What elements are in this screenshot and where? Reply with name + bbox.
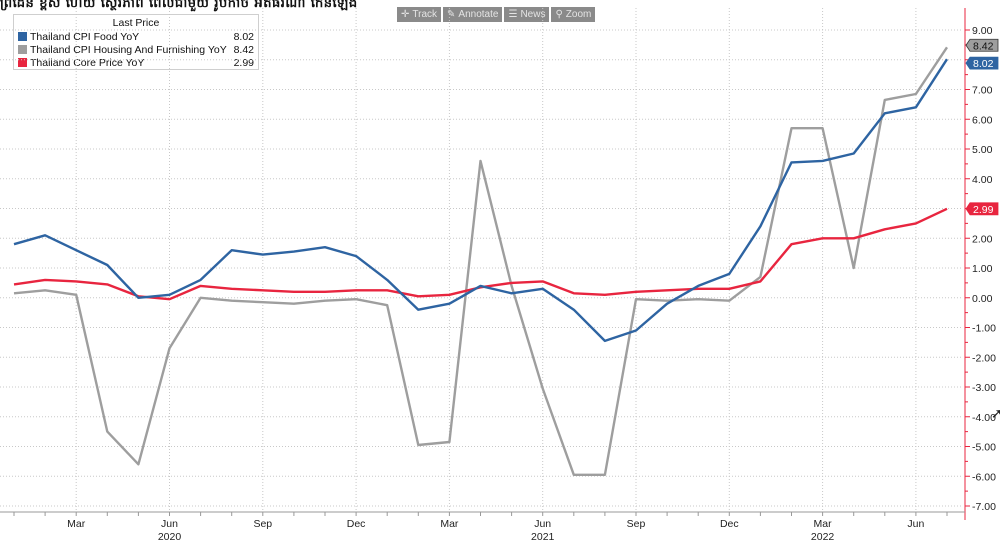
legend-series-name: Thailand CPI Food YoY [30, 30, 140, 43]
toolbar-button-label: Annotate [458, 9, 499, 20]
x-tick-label: Dec [720, 518, 739, 530]
x-tick-label: Jun [534, 518, 551, 530]
x-tick-label: Sep [627, 518, 646, 530]
legend-series-name: Thailand CPI Housing And Furnishing YoY [30, 43, 227, 56]
last-value-tag-shape [965, 202, 999, 216]
y-tick-label: 5.00 [972, 144, 993, 156]
legend-series-name: Thailand Core Price YoY [30, 56, 145, 69]
last-value-tag: 2.99 [965, 202, 999, 216]
x-tick-label: Sep [253, 518, 272, 530]
toolbar-button-label: Track [412, 9, 438, 20]
news-icon: ☰ [508, 9, 518, 20]
y-tick-label: -6.00 [972, 471, 996, 483]
pencil-icon: ✎ [447, 9, 456, 20]
y-tick-label: 1.00 [972, 263, 993, 275]
chart-toolbar: ✛ Track ✎ Annotate ☰ News ⚲ Zoom [397, 7, 596, 22]
last-value-tag-shape [965, 38, 999, 52]
last-value-tag: 8.02 [965, 56, 999, 70]
news-button[interactable]: ☰ News [504, 7, 550, 22]
legend-item[interactable]: Thailand CPI Housing And Furnishing YoY 8… [14, 43, 258, 56]
series-line-thailand-cpi-food-yoy[interactable] [13, 58, 949, 343]
y-tick-label: 9.00 [972, 25, 993, 37]
annotate-button[interactable]: ✎ Annotate [443, 7, 503, 22]
last-value-tag-label: 8.42 [973, 40, 994, 52]
legend-swatch [18, 58, 27, 67]
zoom-button[interactable]: ⚲ Zoom [551, 7, 596, 22]
crosshair-icon: ✛ [401, 9, 410, 20]
legend-item[interactable]: Thailand Core Price YoY 2.99 [14, 56, 258, 69]
toolbar-button-label: News [520, 9, 546, 20]
y-tick-label: -2.00 [972, 352, 996, 364]
y-tick-label: -3.00 [972, 382, 996, 394]
y-tick-label: 0.00 [972, 293, 993, 305]
chart-legend: Last Price Thailand CPI Food YoY 8.02 Thai… [13, 14, 259, 70]
toolbar-button-label: Zoom [565, 9, 592, 20]
series-line-thailand-core-price-yoy[interactable] [13, 207, 948, 301]
x-tick-label: Mar [440, 518, 459, 530]
y-tick-label: 4.00 [972, 174, 993, 186]
legend-swatch [18, 45, 27, 54]
x-tick-label: Mar [67, 518, 86, 530]
legend-item[interactable]: Thailand CPI Food YoY 8.02 [14, 30, 258, 43]
y-tick-label: 7.00 [972, 85, 993, 97]
x-tick-label: Jun [161, 518, 178, 530]
series-line-thailand-cpi-housing-and-furnishing-yoy[interactable] [13, 46, 948, 476]
last-value-tag-shape [965, 56, 999, 70]
y-tick-label: 6.00 [972, 114, 993, 126]
y-tick-label: -1.00 [972, 323, 996, 335]
legend-last-value: 8.42 [233, 43, 254, 56]
last-value-tag: 8.42 [965, 38, 999, 52]
mouse-cursor-icon: ➚ [991, 405, 1000, 421]
legend-header: Last Price [112, 17, 160, 29]
y-tick-label: -5.00 [972, 442, 996, 454]
x-year-label: 2020 [158, 531, 182, 543]
y-tick-label: -4.00 [972, 412, 996, 424]
x-tick-label: Dec [347, 518, 366, 530]
legend-swatch [18, 32, 27, 41]
x-year-label: 2022 [811, 531, 835, 543]
zoom-icon: ⚲ [555, 9, 563, 20]
y-tick-label: -7.00 [972, 501, 996, 513]
last-value-tag-label: 8.02 [973, 58, 994, 70]
page-title: ព្រំដែន ខ្ពស់ ហើយ ស្ថេរភាព ពេលជាមួយ រូបក… [0, 0, 358, 11]
legend-last-value: 2.99 [233, 56, 254, 69]
last-value-tag-label: 2.99 [973, 204, 994, 216]
x-year-label: 2021 [531, 531, 555, 543]
x-tick-label: Jun [907, 518, 924, 530]
track-button[interactable]: ✛ Track [397, 7, 442, 22]
legend-last-value: 8.02 [233, 30, 254, 43]
y-tick-label: 2.00 [972, 233, 993, 245]
x-tick-label: Mar [814, 518, 833, 530]
